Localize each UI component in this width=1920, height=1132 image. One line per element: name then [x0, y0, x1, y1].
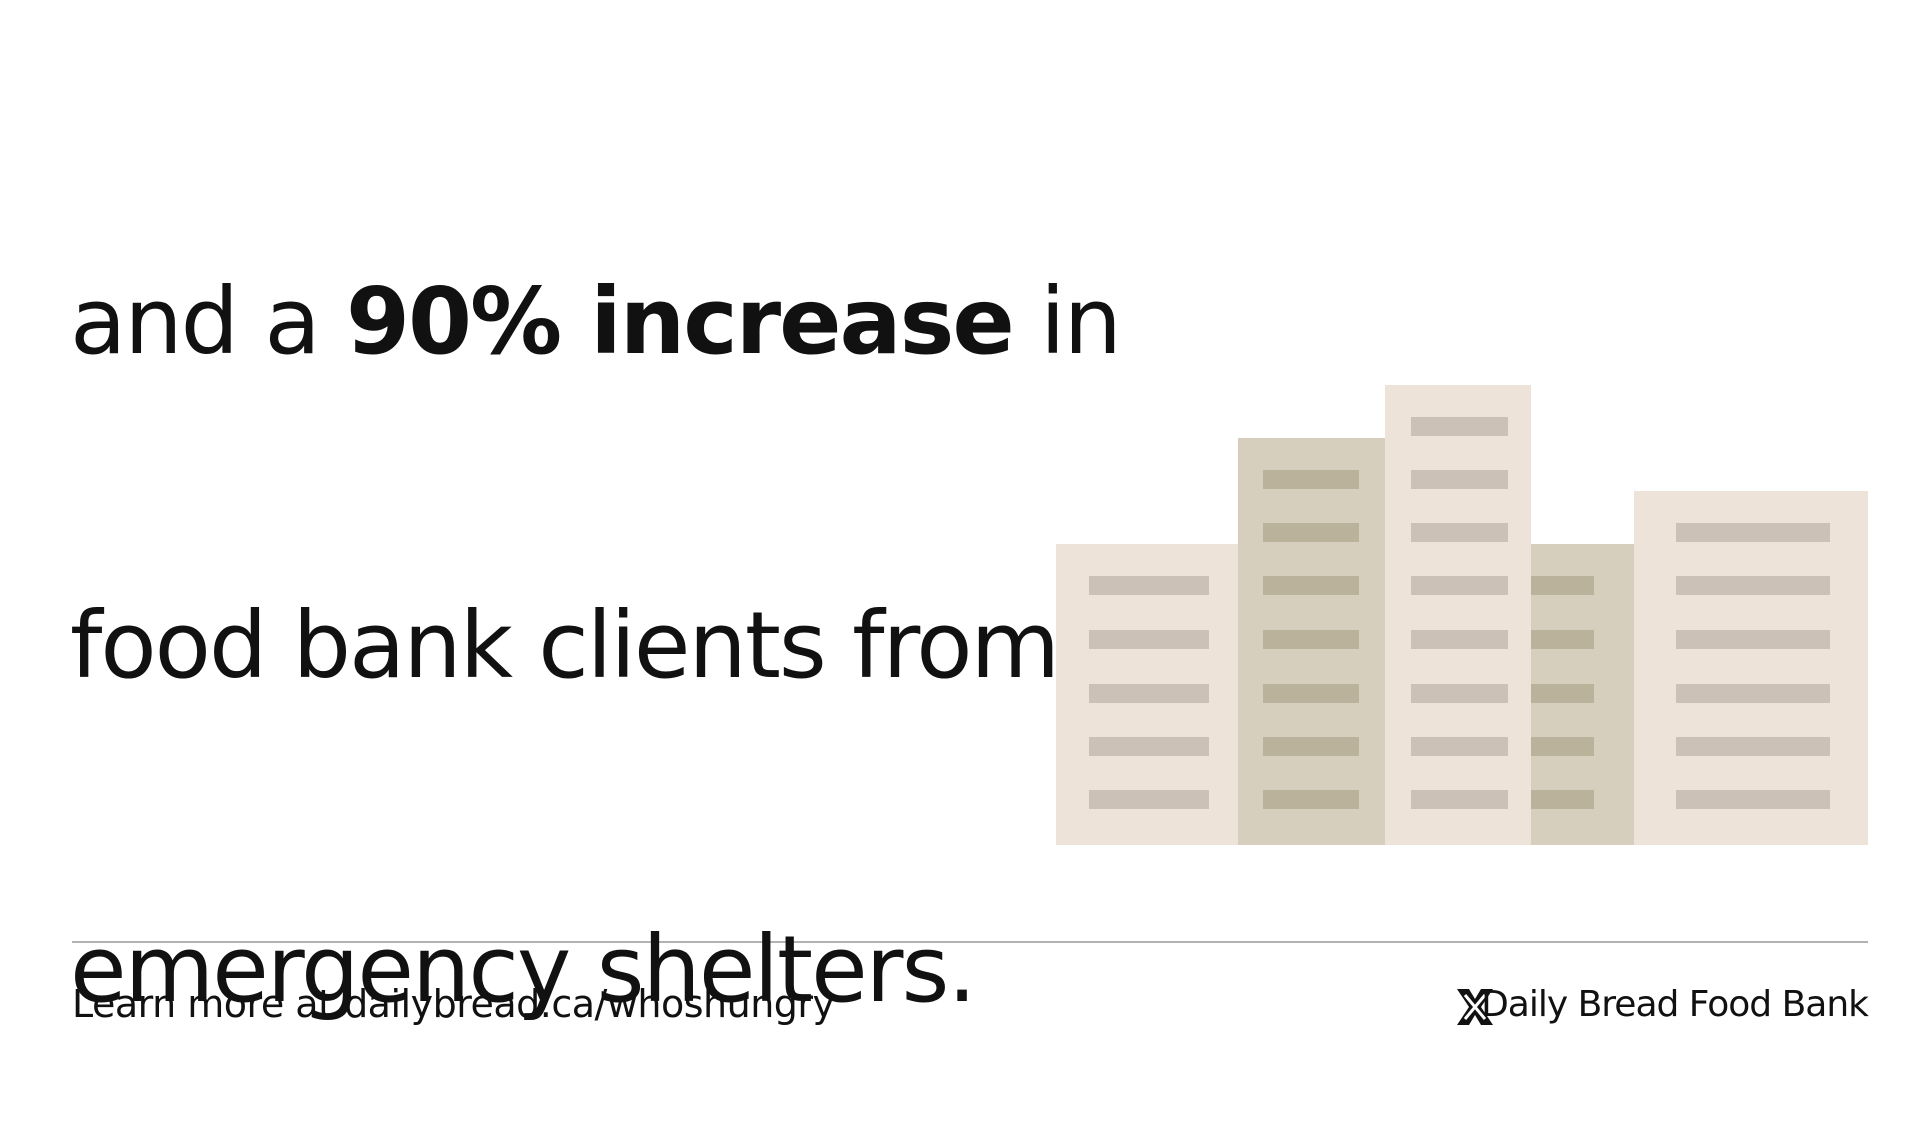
window: [1411, 576, 1508, 595]
window: [1676, 684, 1830, 703]
window: [1411, 630, 1508, 649]
window: [1263, 470, 1359, 489]
building: [1634, 491, 1868, 845]
window: [1411, 684, 1508, 703]
window: [1411, 470, 1508, 489]
window: [1089, 576, 1209, 595]
window: [1411, 523, 1508, 542]
logo-icon: [1457, 989, 1493, 1025]
window: [1263, 737, 1359, 756]
window: [1411, 790, 1508, 809]
window: [1676, 630, 1830, 649]
window: [1089, 630, 1209, 649]
learn-more: Learn more at dailybread.ca/whoshungry: [72, 982, 835, 1026]
text: and a: [70, 268, 346, 375]
headline-line: emergency shelters.: [70, 916, 977, 1023]
window: [1089, 790, 1209, 809]
window: [1676, 523, 1830, 542]
headline-line: food bank clients from: [70, 592, 1060, 699]
window: [1411, 417, 1508, 436]
window: [1531, 684, 1594, 703]
page: {"headline": {"lines": [["and a ", "90% …: [70, 268, 1869, 1026]
window: [1531, 737, 1594, 756]
building: [1385, 385, 1531, 845]
window: [1263, 576, 1359, 595]
window: [1531, 576, 1594, 595]
window: [1089, 684, 1209, 703]
window: [1531, 630, 1594, 649]
window: [1411, 737, 1508, 756]
window: [1263, 684, 1359, 703]
illustration: [72, 385, 1868, 1025]
headline-line: and a 90% increase in: [70, 268, 1122, 376]
window: [1263, 790, 1359, 809]
window: [1263, 523, 1359, 542]
windows: [1089, 417, 1830, 809]
window: [1263, 630, 1359, 649]
window: [1531, 790, 1594, 809]
buildings: [1056, 385, 1868, 845]
highlight: 90% increase: [345, 268, 1015, 375]
window: [1676, 790, 1830, 809]
window: [1676, 737, 1830, 756]
text: in: [1012, 268, 1122, 375]
brand: Daily Bread Food Bank: [1481, 984, 1869, 1025]
window: [1676, 576, 1830, 595]
window: [1089, 737, 1209, 756]
headline: and a 90% increase in food bank clients …: [70, 52, 1122, 1132]
